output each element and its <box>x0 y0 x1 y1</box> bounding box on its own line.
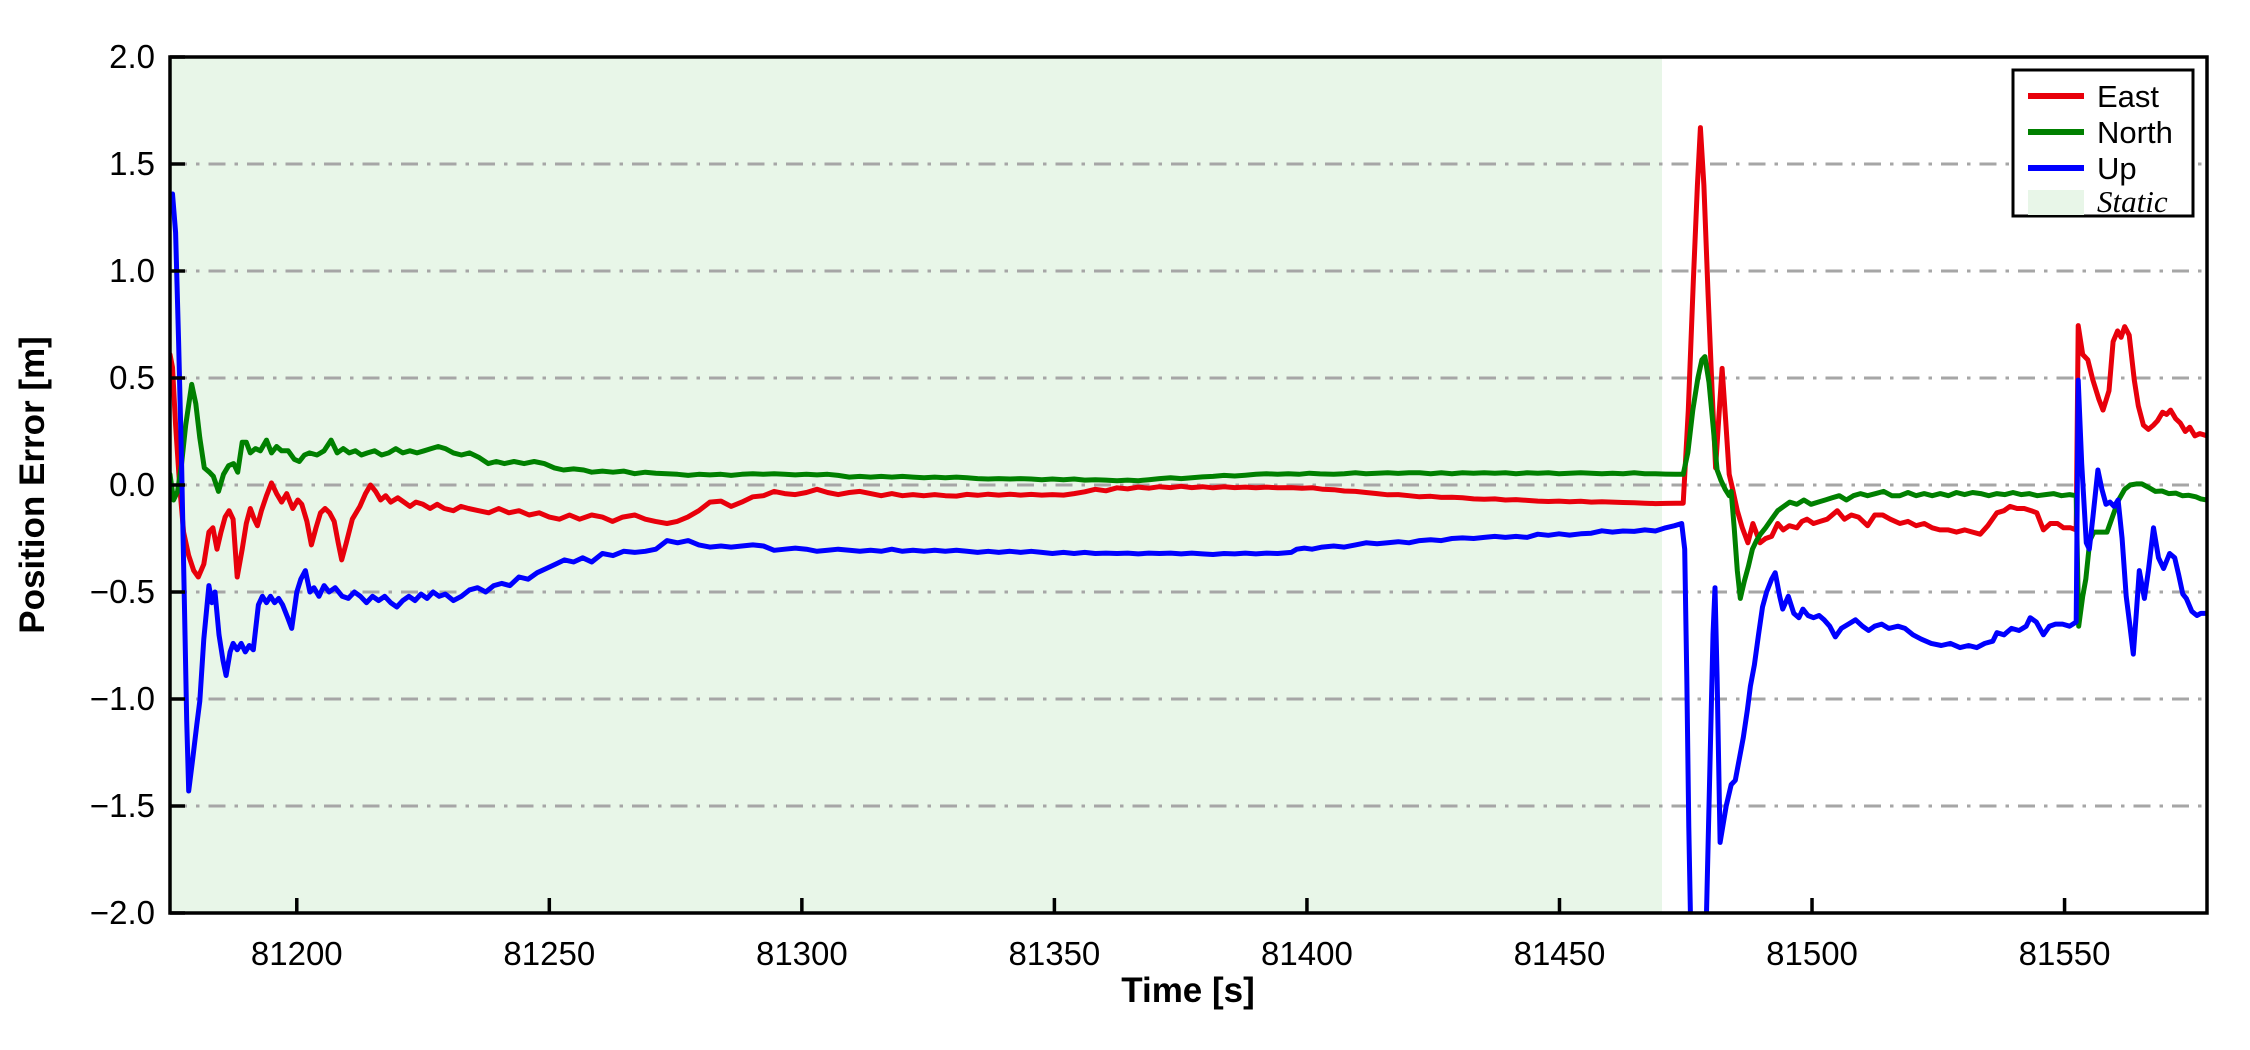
y-tick-label: −1.5 <box>90 787 155 824</box>
series-east-line <box>170 125 2207 580</box>
x-axis-label: Time [s] <box>1121 971 1255 1010</box>
y-axis-label: Position Error [m] <box>13 336 52 634</box>
x-tick-label: 81450 <box>1514 935 1606 972</box>
x-tick-label: 81250 <box>503 935 595 972</box>
legend-label-north: North <box>2097 115 2173 150</box>
y-tick-label: −1.0 <box>90 680 155 717</box>
legend-label-static: Static <box>2097 184 2168 219</box>
legend-label-east: East <box>2097 79 2159 114</box>
series-up-line <box>170 191 2207 913</box>
y-tick-label: 1.0 <box>109 252 155 289</box>
x-tick-labels: 81200 81250 81300 81350 81400 81450 81500 81550 <box>251 935 2111 972</box>
legend-swatch-static <box>2028 190 2084 215</box>
x-tick-label: 81400 <box>1261 935 1353 972</box>
series-north-line <box>170 354 2207 629</box>
gridlines <box>170 162 2207 808</box>
y-tick-label: 0.5 <box>109 359 155 396</box>
x-tick-label: 81350 <box>1009 935 1101 972</box>
legend-label-up: Up <box>2097 151 2137 186</box>
series-lines <box>170 125 2207 913</box>
y-tick-labels: 2.0 1.5 1.0 0.5 0.0 −0.5 −1.0 −1.5 −2.0 <box>90 38 155 931</box>
x-tick-label: 81300 <box>756 935 848 972</box>
y-tick-label: −2.0 <box>90 894 155 931</box>
x-tick-label: 81200 <box>251 935 343 972</box>
y-tick-label: 0.0 <box>109 466 155 503</box>
axis-ticks <box>170 55 2067 915</box>
x-tick-label: 81550 <box>2019 935 2111 972</box>
y-tick-label: −0.5 <box>90 573 155 610</box>
x-tick-label: 81500 <box>1766 935 1858 972</box>
y-tick-label: 2.0 <box>109 38 155 75</box>
y-tick-label: 1.5 <box>109 145 155 182</box>
